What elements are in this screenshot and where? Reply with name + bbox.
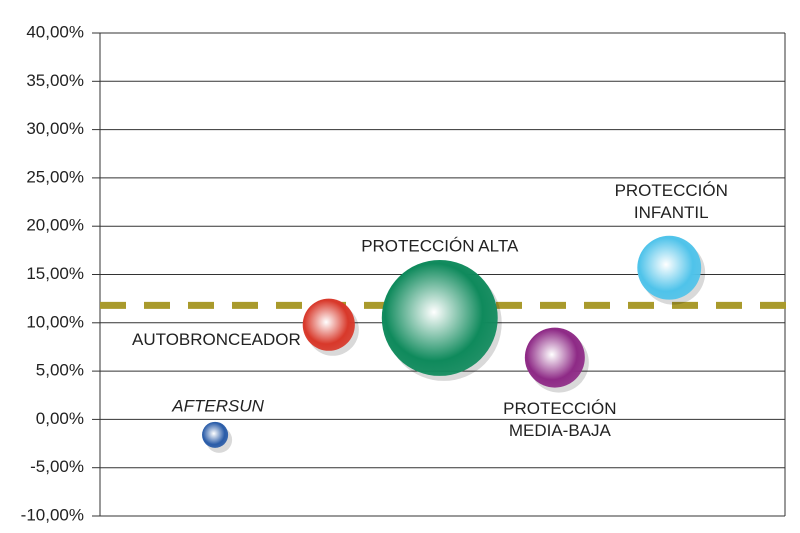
bubble-label: AFTERSUN: [171, 396, 264, 415]
bubble-label: AUTOBRONCEADOR: [132, 330, 301, 349]
y-tick-label: 40,00%: [26, 22, 84, 41]
bubble-label: INFANTIL: [634, 203, 709, 222]
y-tick-label: -10,00%: [21, 505, 84, 524]
bubble: [202, 421, 229, 448]
bubble: [302, 298, 355, 351]
y-tick-label: 20,00%: [26, 216, 84, 235]
y-tick-label: 35,00%: [26, 71, 84, 90]
y-tick-label: 5,00%: [36, 361, 84, 380]
bubble-label: PROTECCIÓN: [615, 181, 728, 200]
bubble-label: MEDIA-BAJA: [509, 421, 612, 440]
y-tick-label: 15,00%: [26, 264, 84, 283]
bubble: [637, 235, 702, 300]
bubble-label: PROTECCIÓN ALTA: [361, 236, 519, 255]
y-tick-label: 25,00%: [26, 167, 84, 186]
y-tick-label: -5,00%: [30, 457, 84, 476]
bubble-label: PROTECCIÓN: [503, 399, 616, 418]
y-tick-label: 0,00%: [36, 409, 84, 428]
bubble: [524, 327, 585, 388]
bubble: [381, 260, 498, 376]
y-tick-label: 30,00%: [26, 119, 84, 138]
y-tick-label: 10,00%: [26, 312, 84, 331]
